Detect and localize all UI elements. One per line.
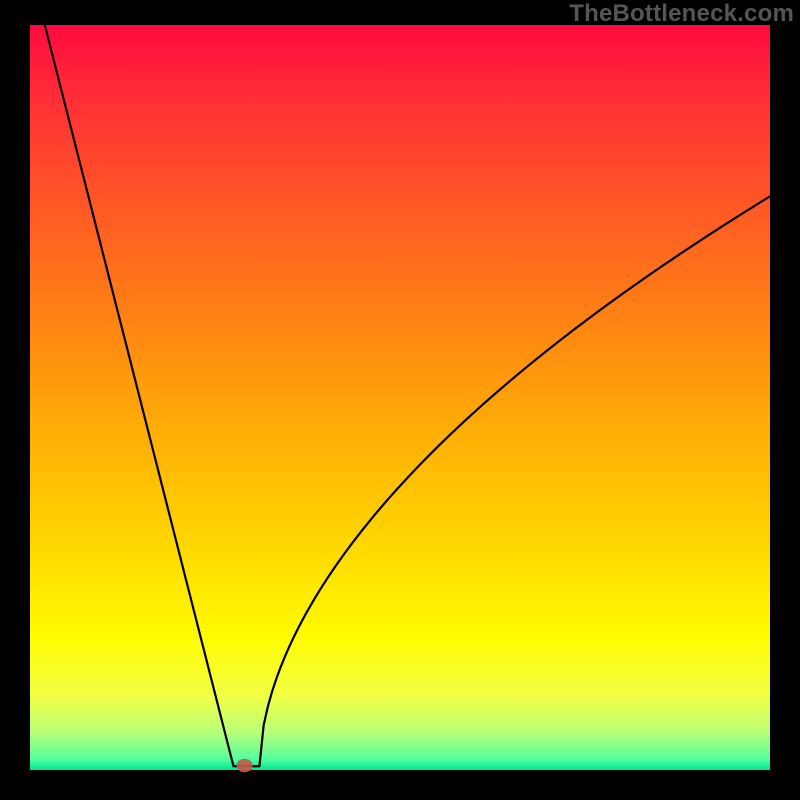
chart-stage: TheBottleneck.com [0, 0, 800, 800]
plot-background [30, 25, 770, 770]
bottleneck-chart [0, 0, 800, 800]
optimal-point-marker [236, 759, 252, 772]
watermark-text: TheBottleneck.com [569, 0, 794, 28]
